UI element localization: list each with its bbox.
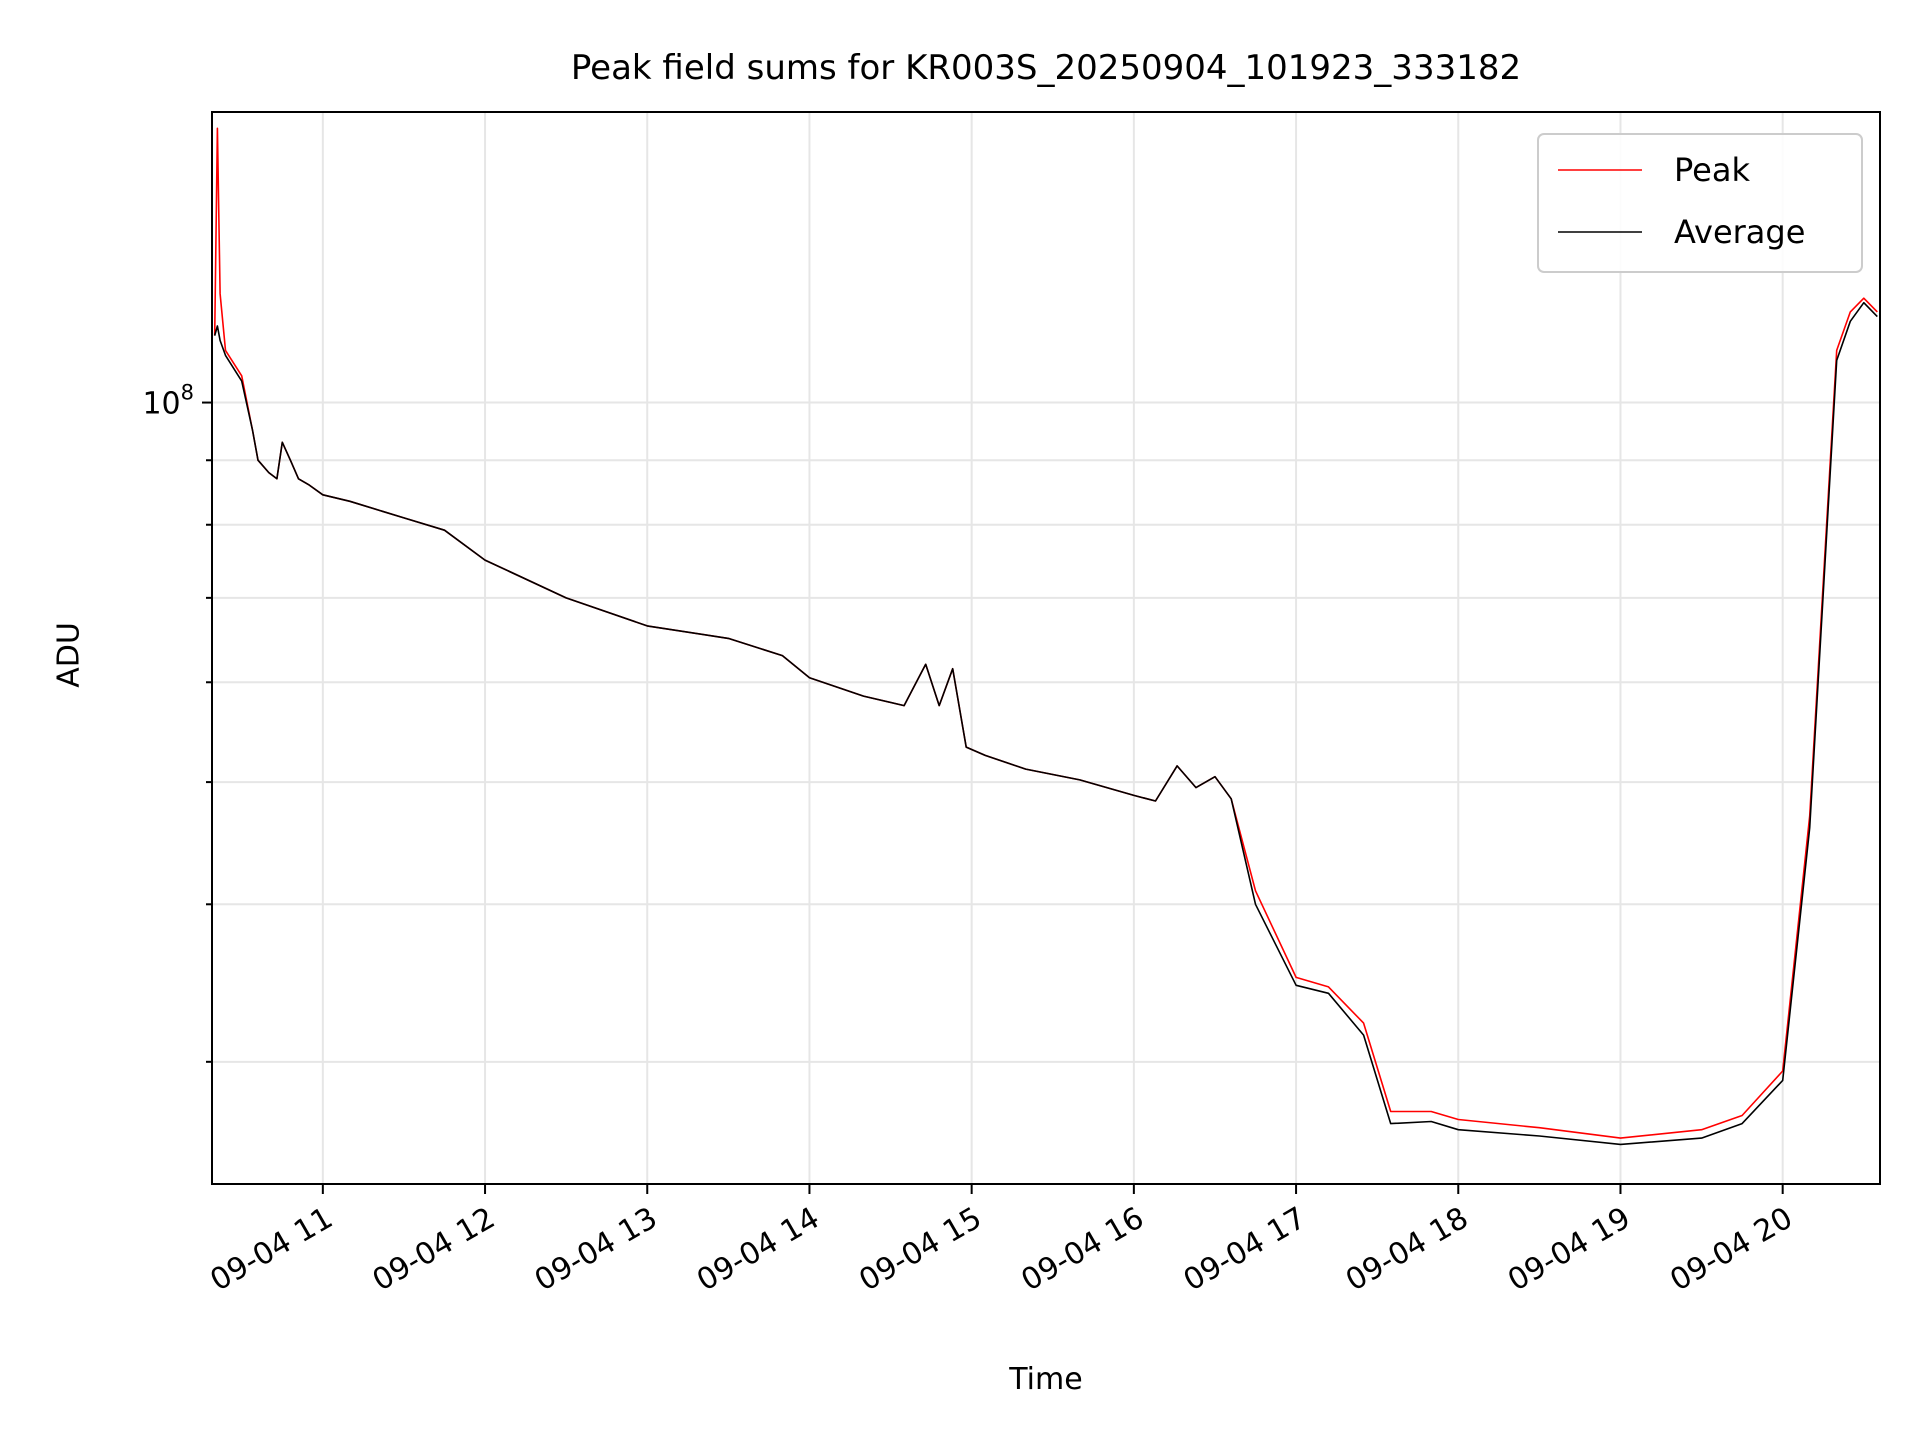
grid-lines (212, 112, 1880, 1184)
x-tick-label: 09-04 18 (1340, 1201, 1474, 1299)
y-axis-label: ADU (51, 622, 87, 688)
legend: Peak Average (1537, 133, 1863, 273)
series-line-average (213, 301, 1878, 1146)
x-tick-label: 09-04 12 (367, 1201, 501, 1299)
x-tick-label: 09-04 19 (1502, 1201, 1636, 1299)
x-tick-label: 09-04 13 (529, 1201, 663, 1299)
series-line-peak (213, 127, 1878, 1139)
y-tick-label: 108 (142, 381, 194, 422)
legend-frame (1537, 133, 1863, 273)
plot-frame (211, 111, 1881, 1185)
x-axis-label: Time (1009, 1362, 1083, 1397)
x-tick-label: 09-04 20 (1664, 1201, 1798, 1299)
legend-label: Average (1674, 213, 1805, 251)
x-tick-label: 09-04 14 (691, 1201, 825, 1299)
chart-title: Peak field sums for KR003S_20250904_1019… (570, 48, 1522, 88)
x-tick-label: 09-04 17 (1178, 1201, 1312, 1299)
legend-label: Peak (1674, 151, 1750, 189)
x-tick-label: 09-04 11 (205, 1201, 339, 1299)
x-tick-label: 09-04 15 (853, 1201, 987, 1299)
x-tick-label: 09-04 16 (1016, 1201, 1150, 1299)
series-lines (213, 127, 1878, 1146)
axis-ticks: 108 09-04 11 09-04 12 09-04 13 09-04 14 09-04… (142, 381, 1798, 1299)
